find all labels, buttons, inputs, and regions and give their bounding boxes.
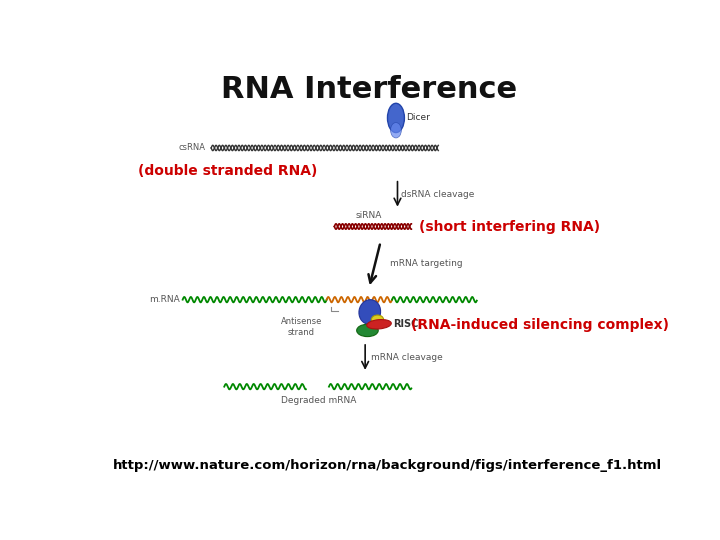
Text: mRNA cleavage: mRNA cleavage (371, 353, 442, 362)
Ellipse shape (356, 325, 378, 336)
Text: RNA Interference: RNA Interference (221, 75, 517, 104)
Ellipse shape (372, 315, 384, 325)
Text: Dicer: Dicer (406, 113, 430, 122)
Text: RISC: RISC (393, 319, 418, 329)
Text: Degraded mRNA: Degraded mRNA (282, 396, 356, 405)
Text: (RNA-induced silencing complex): (RNA-induced silencing complex) (411, 318, 670, 332)
Text: mRNA targeting: mRNA targeting (390, 259, 462, 268)
Ellipse shape (366, 320, 391, 329)
Text: dsRNA cleavage: dsRNA cleavage (401, 190, 474, 199)
Ellipse shape (359, 300, 381, 324)
Text: http://www.nature.com/horizon/rna/background/figs/interference_f1.html: http://www.nature.com/horizon/rna/backgr… (113, 458, 662, 472)
Text: (short interfering RNA): (short interfering RNA) (419, 219, 600, 233)
Text: (double stranded RNA): (double stranded RNA) (138, 164, 318, 178)
Text: siRNA: siRNA (356, 211, 382, 220)
Text: m.RNA: m.RNA (149, 295, 179, 304)
Text: Antisense
strand: Antisense strand (281, 318, 322, 337)
Ellipse shape (387, 103, 405, 132)
Ellipse shape (390, 123, 401, 138)
Text: csRNA: csRNA (179, 144, 206, 152)
